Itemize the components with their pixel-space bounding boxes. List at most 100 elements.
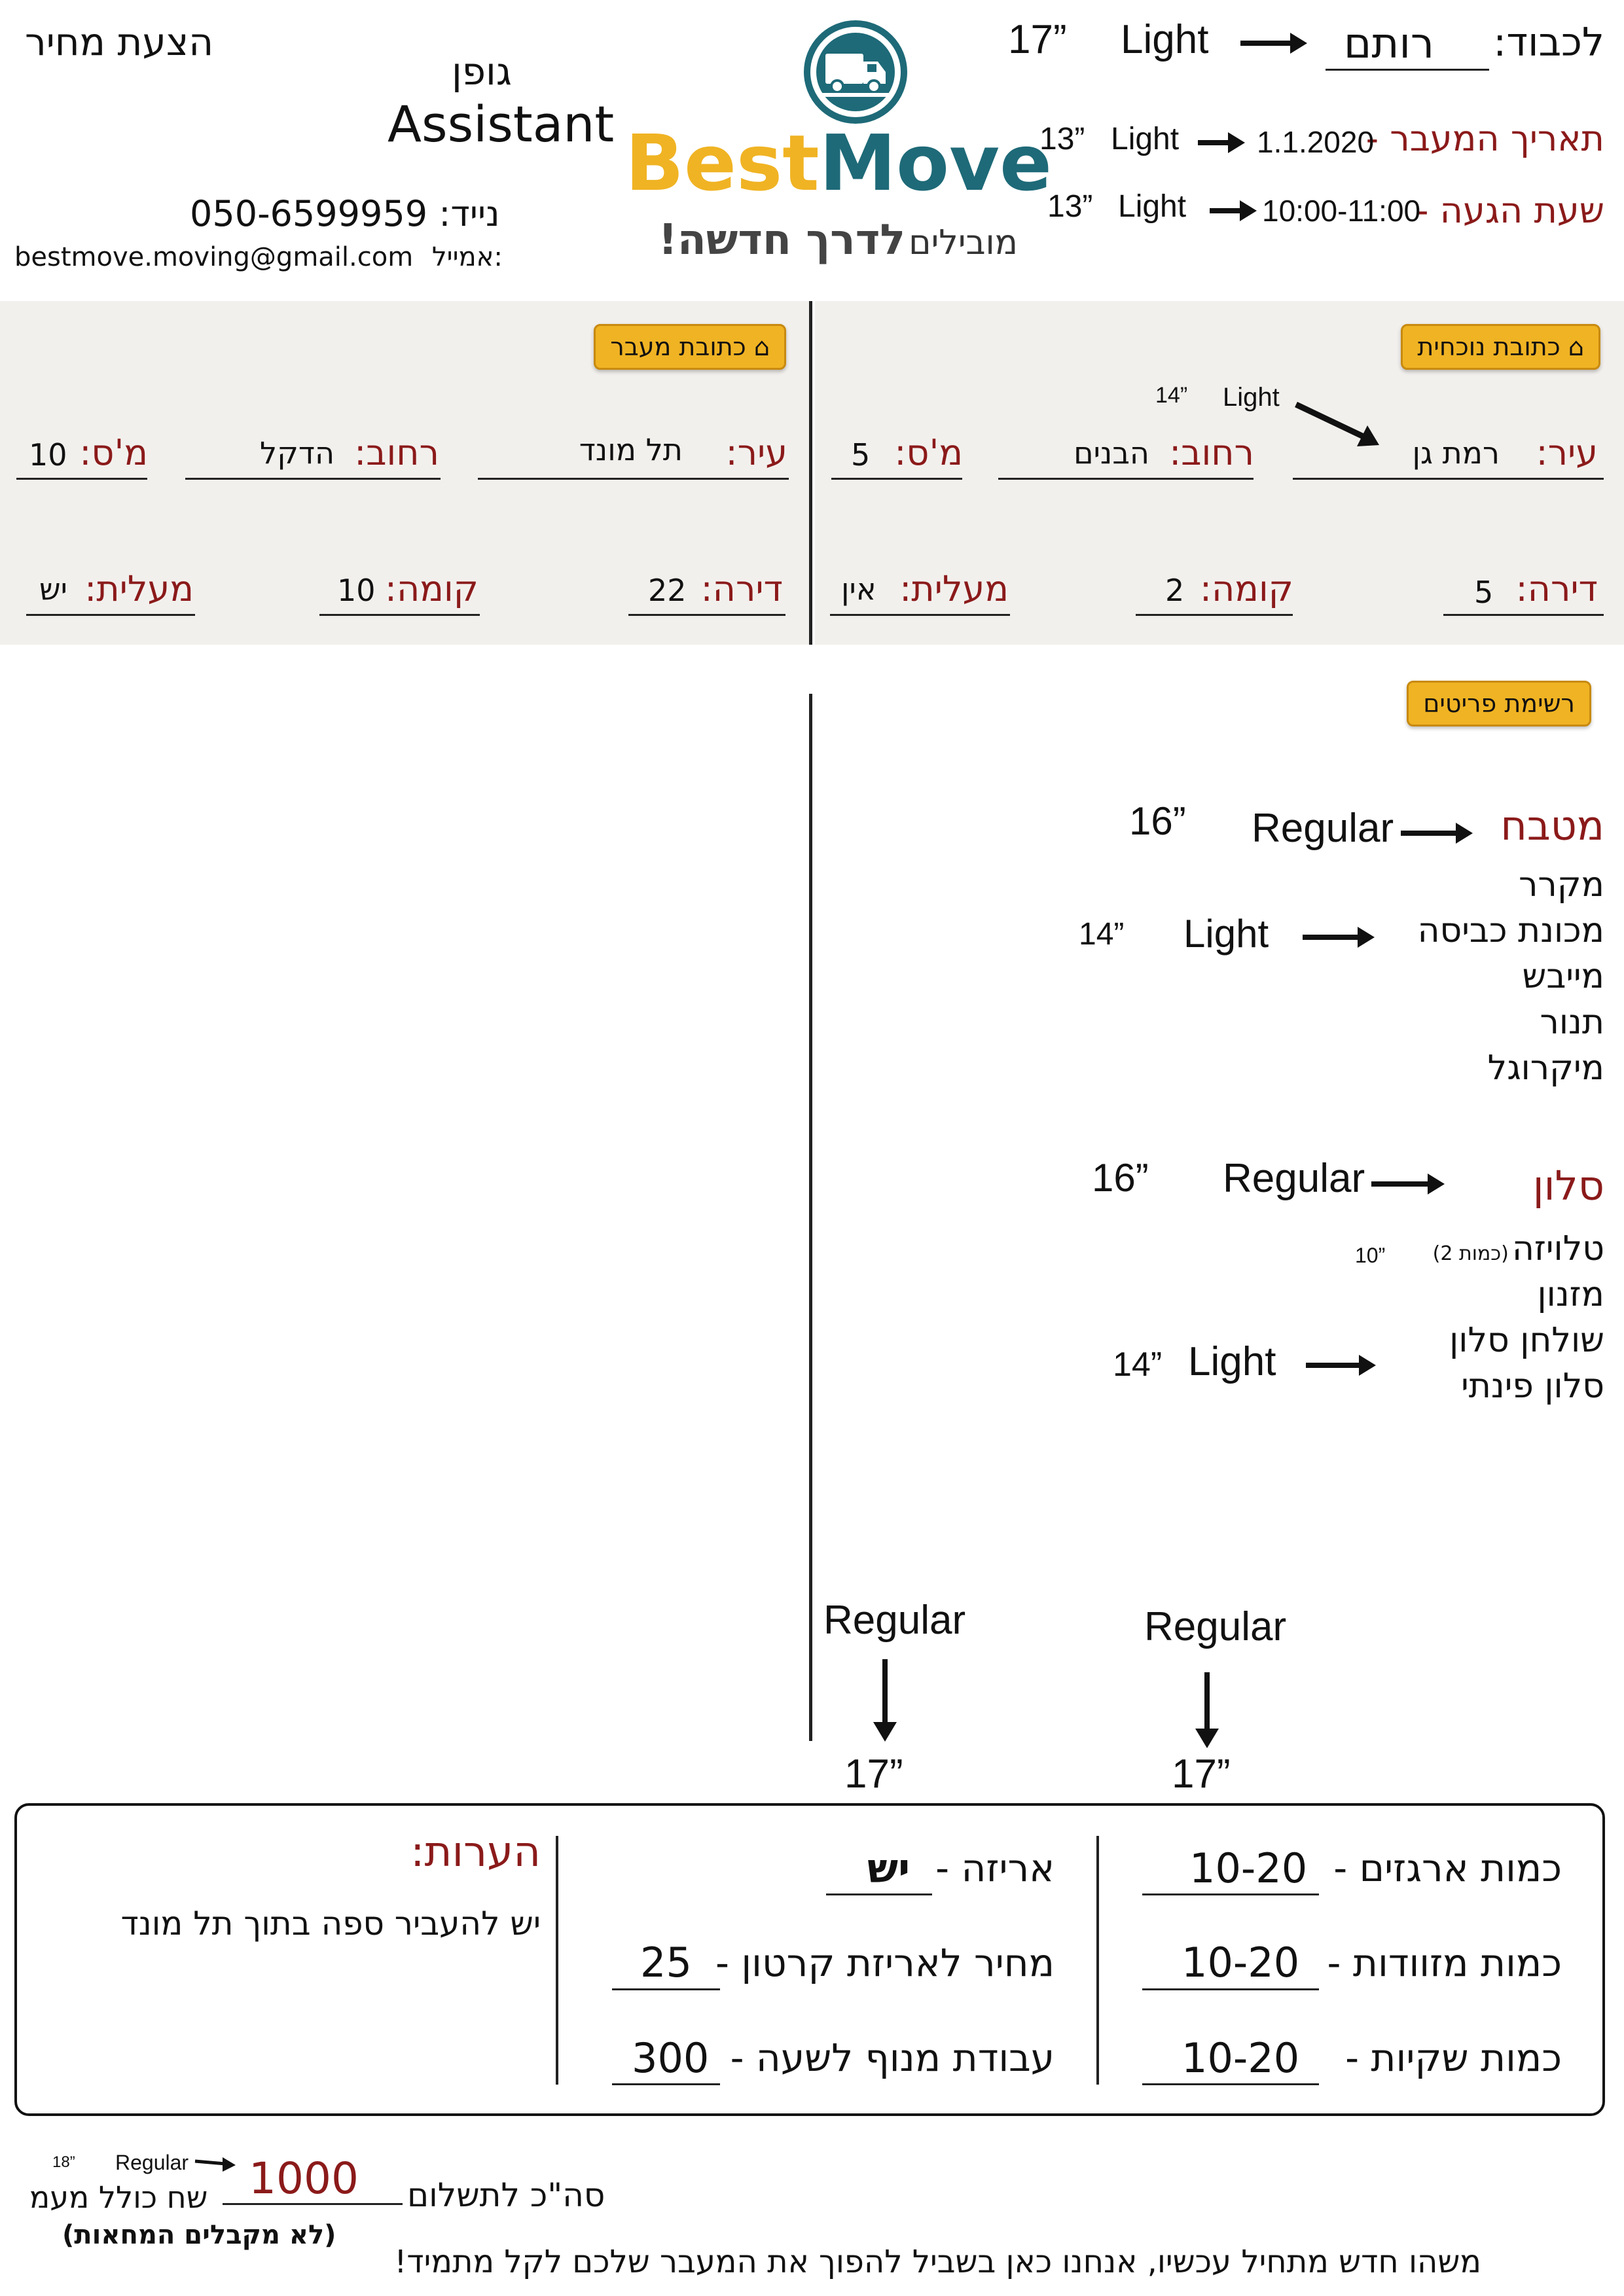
date-annotation-arrow — [1198, 132, 1245, 153]
list-item: מזנון — [1537, 1275, 1604, 1314]
date-size-note: 13” — [1039, 122, 1085, 156]
new-apt-line — [628, 614, 785, 616]
arrival-label: שעת הגעה - — [1416, 190, 1604, 231]
email-label: אמייל: — [431, 242, 503, 272]
summary-left-annotation-arrow — [873, 1659, 897, 1742]
list-item: תנור — [1540, 1003, 1604, 1042]
to-size-note: 17” — [1008, 17, 1067, 62]
current-number-value: 5 — [851, 437, 871, 473]
current-street-label: רחוב: — [1169, 432, 1254, 473]
list-item: שולחן סלון — [1449, 1321, 1604, 1360]
checks-note: (לא מקבלים המחאות) — [62, 2220, 336, 2250]
kitchen-title: מטבח — [1500, 802, 1604, 850]
items-divider — [809, 694, 812, 1741]
phone-number[interactable]: 050-6599959 — [190, 193, 428, 234]
time-weight-note: Light — [1118, 189, 1187, 224]
to-underline — [1326, 69, 1489, 71]
move-date-label: תאריך המעבר - — [1365, 118, 1604, 159]
kitchen-items-annotation-arrow — [1303, 927, 1375, 948]
new-address-tag: ⌂ כתובת מעבר — [594, 324, 786, 370]
new-city-line — [478, 478, 789, 480]
box-price-line — [612, 1988, 720, 1990]
company-logo: BestMove מובילים לדרך חדשה! — [625, 20, 1052, 268]
total-label: סה"כ לתשלום — [407, 2176, 605, 2214]
current-apt-line — [1443, 614, 1604, 616]
current-number-line — [831, 478, 962, 480]
current-address-tag-label: כתובת נוכחית — [1417, 332, 1561, 361]
items-tag: רשימת פריטים — [1407, 681, 1591, 726]
logo-tagline-a: מובילים — [909, 223, 1018, 262]
list-item: מייבש — [1522, 957, 1604, 996]
logo-tagline-b: לדרך חדשה! — [658, 216, 906, 264]
summary-left-size-note: 17” — [844, 1751, 903, 1797]
living-items-weight-note: Light — [1188, 1339, 1276, 1384]
phone-row: נייד: 050-6599959 — [190, 193, 500, 234]
to-name: רותם — [1343, 20, 1434, 68]
summary-right-annotation-arrow — [1195, 1672, 1219, 1748]
list-item: מיקרוגל — [1487, 1049, 1604, 1088]
qty-size-note: 10” — [1355, 1244, 1386, 1267]
total-annotation-arrow — [194, 2157, 236, 2172]
living-tv-qty: (כמות 2) — [1432, 1242, 1509, 1265]
living-items-annotation-arrow — [1306, 1355, 1376, 1376]
suitcases-value: 10-20 — [1182, 1939, 1300, 1986]
kitchen-weight-note: Regular — [1252, 806, 1394, 851]
new-apt-label: דירה: — [700, 568, 783, 609]
summary-right-size-note: 17” — [1172, 1751, 1231, 1797]
new-number-label: מ'ס: — [79, 432, 148, 473]
bags-value: 10-20 — [1182, 2034, 1300, 2082]
new-street-line — [185, 478, 441, 480]
current-apt-value: 5 — [1474, 575, 1494, 610]
current-city-value: רמת גן — [1412, 435, 1500, 471]
box-price-value: 25 — [640, 1939, 692, 1986]
date-weight-note: Light — [1111, 122, 1180, 156]
logo-best: Best — [625, 118, 820, 208]
packing-value: יש — [867, 1844, 911, 1892]
current-elevator-line — [830, 614, 1010, 616]
living-tv-row: טלויזה (כמות 2) — [1433, 1229, 1604, 1268]
city-annotation-arrow — [1295, 401, 1379, 446]
logo-tagline: מובילים לדרך חדשה! — [659, 216, 1018, 264]
current-apt-label: דירה: — [1515, 568, 1598, 609]
kitchen-annotation-arrow — [1401, 823, 1473, 844]
list-item: מקרר — [1519, 865, 1604, 905]
city-weight-note: Light — [1223, 383, 1280, 412]
current-city-line — [1293, 478, 1604, 480]
new-elevator-value: יש — [39, 571, 67, 607]
summary-left-weight-note: Regular — [823, 1598, 966, 1643]
living-tv: טלויזה — [1511, 1229, 1604, 1268]
current-elevator-value: אין — [841, 571, 876, 607]
time-size-note: 13” — [1047, 189, 1093, 224]
font-name-en: Assistant — [388, 95, 615, 153]
current-floor-value: 2 — [1165, 573, 1185, 608]
to-label: לכבוד: — [1493, 20, 1604, 65]
summary-box — [14, 1803, 1605, 2116]
email-row: bestmove.moving@gmail.com אמייל: — [14, 242, 503, 272]
boxes-label: כמות ארגזים - — [1333, 1846, 1562, 1890]
doc-title: הצעת מחיר — [25, 20, 214, 64]
new-city-label: עיר: — [725, 432, 787, 473]
crane-value: 300 — [632, 2034, 710, 2082]
current-elevator-label: מעלית: — [899, 568, 1009, 609]
new-number-value: 10 — [29, 437, 67, 473]
list-item: מכונת כביסה — [1417, 911, 1604, 950]
new-floor-line — [319, 614, 480, 616]
new-floor-label: קומה: — [384, 568, 478, 609]
new-elevator-line — [26, 614, 195, 616]
summary-divider-right — [1096, 1836, 1099, 2085]
new-number-line — [16, 478, 147, 480]
to-annotation-arrow — [1240, 33, 1307, 54]
to-weight-note: Light — [1121, 17, 1209, 62]
home-icon: ⌂ — [1568, 332, 1584, 361]
email-address[interactable]: bestmove.moving@gmail.com — [14, 242, 414, 272]
current-street-value: הבנים — [1074, 435, 1149, 471]
logo-wordmark: BestMove — [625, 118, 1052, 208]
kitchen-list: מקרר מכונת כביסה מייבש תנור מיקרוגל — [1277, 865, 1604, 1101]
new-street-label: רחוב: — [354, 432, 439, 473]
new-floor-value: 10 — [337, 573, 376, 608]
city-size-note: 14” — [1155, 383, 1188, 408]
living-size-note: 16” — [1092, 1156, 1149, 1200]
notes-label: הערות: — [410, 1828, 541, 1876]
bags-label: כמות שקיות - — [1345, 2036, 1562, 2080]
font-name-label: גופן — [452, 49, 512, 94]
